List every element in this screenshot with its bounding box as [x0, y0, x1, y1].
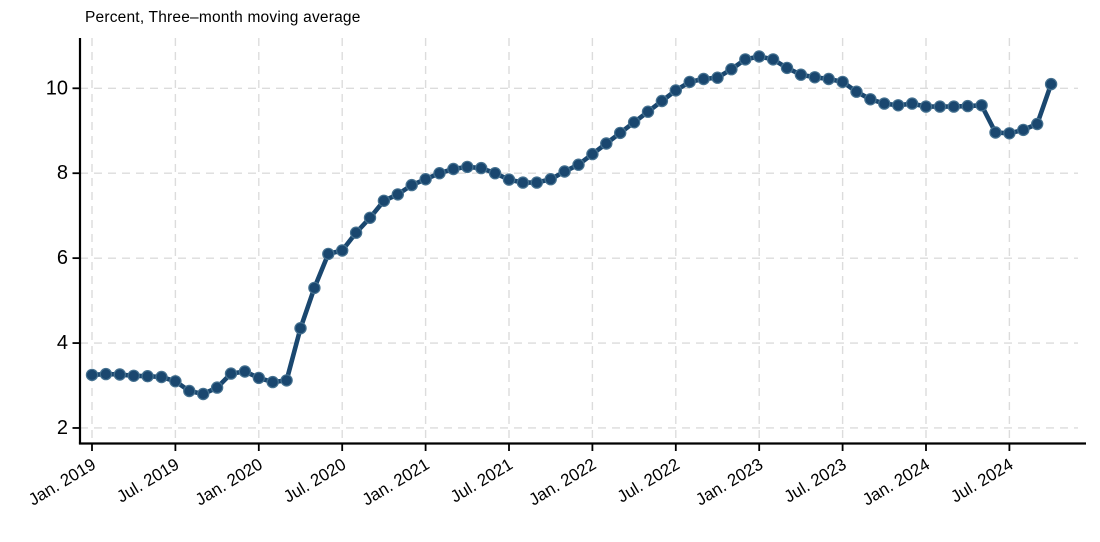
data-point — [669, 84, 683, 97]
data-point — [725, 62, 738, 76]
x-tick-label: Jan. 2024 — [859, 455, 933, 510]
data-point — [878, 97, 891, 110]
data-point — [377, 194, 391, 207]
data-point — [516, 176, 530, 189]
x-tick-label: Jul. 2023 — [781, 455, 850, 507]
data-point — [627, 116, 641, 129]
data-point — [210, 381, 224, 394]
data-point — [919, 100, 933, 113]
data-point — [933, 100, 947, 113]
data-point — [683, 75, 696, 89]
data-point — [892, 99, 905, 112]
y-tick-label: 2 — [57, 417, 68, 439]
data-point — [739, 53, 752, 66]
data-point — [183, 384, 196, 398]
data-point — [711, 71, 724, 84]
data-point — [697, 72, 710, 86]
data-point — [544, 172, 557, 186]
x-tick-label: Jan. 2021 — [359, 455, 433, 510]
data-point — [530, 176, 544, 189]
y-tick-label: 10 — [46, 77, 68, 99]
data-point — [349, 226, 363, 239]
data-point — [363, 211, 377, 224]
data-point — [905, 97, 919, 110]
data-point — [614, 126, 627, 140]
data-point — [127, 369, 140, 382]
data-point — [280, 374, 293, 387]
chart-title: Percent, Three–month moving average — [85, 9, 361, 26]
data-point — [475, 161, 488, 175]
data-point — [196, 387, 210, 401]
data-point — [766, 53, 780, 66]
data-point — [252, 371, 265, 385]
data-point — [99, 367, 113, 381]
data-point — [85, 368, 99, 382]
data-point — [502, 173, 516, 186]
data-point — [461, 160, 474, 174]
data-point — [266, 375, 279, 389]
data-point — [558, 165, 571, 178]
data-point — [322, 247, 335, 261]
data-point — [238, 365, 252, 378]
data-point — [224, 367, 238, 380]
x-tick-label: Jul. 2020 — [280, 455, 349, 507]
data-point — [294, 322, 307, 335]
data-point — [655, 94, 669, 108]
data-point — [808, 71, 822, 84]
data-point — [572, 158, 585, 171]
data-point — [989, 126, 1002, 139]
data-point — [433, 166, 446, 180]
data-point — [975, 99, 988, 112]
data-point — [586, 147, 599, 161]
data-point — [850, 85, 863, 98]
x-tick-label: Jan. 2019 — [25, 455, 99, 510]
data-point — [822, 72, 835, 86]
data-point — [1003, 127, 1016, 140]
y-tick-label: 8 — [57, 162, 68, 184]
data-point — [600, 137, 613, 150]
data-point — [419, 172, 432, 186]
x-tick-label: Jul. 2021 — [447, 455, 516, 507]
data-point — [308, 281, 321, 295]
data-point — [780, 61, 794, 75]
data-point — [753, 50, 766, 63]
x-tick-label: Jul. 2019 — [114, 455, 183, 507]
data-point — [336, 244, 349, 257]
x-tick-label: Jul. 2022 — [614, 455, 683, 507]
data-point — [947, 100, 961, 113]
data-point — [836, 75, 849, 89]
x-tick-label: Jan. 2023 — [692, 455, 766, 510]
data-point — [155, 370, 168, 384]
data-point — [141, 370, 154, 383]
data-point — [405, 178, 418, 192]
data-point — [864, 93, 877, 106]
x-tick-label: Jan. 2020 — [192, 455, 266, 510]
data-point — [794, 68, 808, 81]
data-point — [1044, 77, 1058, 91]
data-point — [961, 99, 974, 113]
data-point — [488, 166, 502, 180]
y-tick-label: 4 — [57, 332, 68, 354]
data-point — [1030, 117, 1044, 131]
x-tick-label: Jul. 2024 — [948, 455, 1017, 507]
data-point — [1017, 123, 1030, 137]
data-point — [391, 188, 404, 201]
x-tick-label: Jan. 2022 — [526, 455, 600, 510]
data-point — [641, 105, 655, 118]
data-point — [447, 162, 460, 176]
data-point — [113, 368, 127, 381]
data-line — [89, 54, 1054, 397]
y-tick-label: 6 — [57, 247, 68, 269]
data-point — [169, 375, 182, 388]
